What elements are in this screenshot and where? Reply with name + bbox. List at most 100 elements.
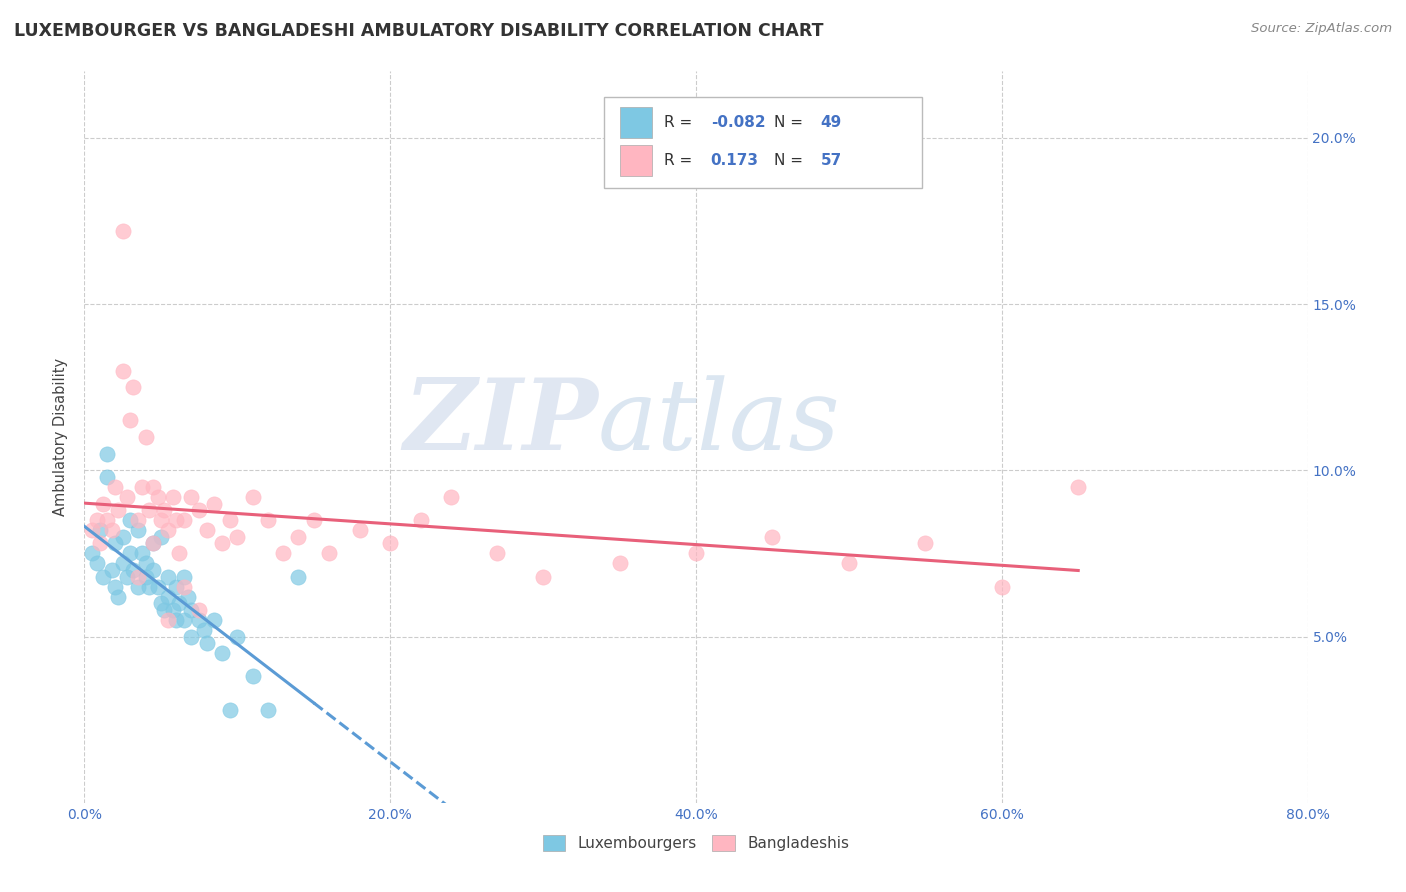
Point: [409, 513, 432, 527]
Point: [111, 363, 134, 377]
Point: [173, 580, 195, 594]
Point: [380, 536, 402, 550]
Point: [149, 530, 172, 544]
Point: [135, 430, 157, 444]
Point: [486, 546, 509, 560]
Point: [761, 530, 783, 544]
Point: [180, 603, 202, 617]
Point: [211, 536, 233, 550]
Point: [257, 703, 280, 717]
Text: -0.082: -0.082: [710, 115, 765, 130]
Point: [86, 557, 108, 571]
Point: [80, 523, 103, 537]
Point: [1067, 480, 1090, 494]
Point: [120, 513, 142, 527]
Point: [165, 513, 187, 527]
Text: 0.173: 0.173: [710, 153, 759, 168]
Point: [104, 580, 127, 594]
Point: [188, 503, 211, 517]
Point: [173, 570, 195, 584]
Point: [685, 546, 707, 560]
Point: [162, 490, 184, 504]
Point: [107, 590, 129, 604]
Point: [115, 490, 138, 504]
Point: [122, 380, 145, 394]
Point: [149, 513, 172, 527]
Point: [180, 490, 202, 504]
Point: [318, 546, 340, 560]
Text: atlas: atlas: [598, 375, 841, 470]
Point: [165, 580, 187, 594]
Point: [142, 536, 165, 550]
Point: [122, 563, 145, 577]
Point: [127, 523, 149, 537]
Text: LUXEMBOURGER VS BANGLADESHI AMBULATORY DISABILITY CORRELATION CHART: LUXEMBOURGER VS BANGLADESHI AMBULATORY D…: [14, 22, 824, 40]
Point: [142, 563, 165, 577]
Legend: Luxembourgers, Bangladeshis: Luxembourgers, Bangladeshis: [537, 830, 855, 857]
Point: [111, 224, 134, 238]
FancyBboxPatch shape: [620, 107, 652, 138]
Point: [226, 630, 249, 644]
Point: [104, 536, 127, 550]
Point: [80, 546, 103, 560]
Point: [153, 503, 176, 517]
Point: [115, 570, 138, 584]
Point: [120, 546, 142, 560]
Point: [157, 570, 180, 584]
Point: [157, 613, 180, 627]
Point: [180, 630, 202, 644]
Point: [101, 523, 124, 537]
Point: [226, 530, 249, 544]
FancyBboxPatch shape: [620, 145, 652, 176]
Point: [202, 613, 225, 627]
Point: [173, 513, 195, 527]
Point: [167, 596, 190, 610]
Point: [111, 557, 134, 571]
Point: [242, 490, 264, 504]
Text: N =: N =: [775, 153, 808, 168]
Point: [162, 603, 184, 617]
Point: [91, 497, 114, 511]
Text: 57: 57: [821, 153, 842, 168]
Point: [287, 530, 309, 544]
Point: [242, 669, 264, 683]
Point: [271, 546, 294, 560]
Point: [127, 513, 149, 527]
Point: [138, 580, 160, 594]
Point: [101, 563, 124, 577]
Point: [914, 536, 936, 550]
Point: [111, 530, 134, 544]
Point: [135, 557, 157, 571]
Point: [531, 570, 554, 584]
Point: [195, 636, 218, 650]
Text: R =: R =: [664, 115, 697, 130]
Point: [127, 570, 149, 584]
Point: [146, 490, 169, 504]
Point: [302, 513, 325, 527]
Point: [211, 646, 233, 660]
Point: [177, 590, 200, 604]
Text: R =: R =: [664, 153, 697, 168]
Point: [195, 523, 218, 537]
Point: [991, 580, 1014, 594]
Text: ZIP: ZIP: [404, 375, 598, 471]
Point: [193, 623, 215, 637]
Text: Source: ZipAtlas.com: Source: ZipAtlas.com: [1251, 22, 1392, 36]
Point: [202, 497, 225, 511]
Point: [104, 480, 127, 494]
Point: [86, 513, 108, 527]
Point: [173, 613, 195, 627]
Point: [149, 596, 172, 610]
Point: [120, 413, 142, 427]
Point: [287, 570, 309, 584]
Point: [89, 523, 111, 537]
Point: [609, 557, 631, 571]
Point: [153, 603, 176, 617]
Point: [167, 546, 190, 560]
Point: [218, 703, 240, 717]
Point: [218, 513, 240, 527]
Point: [89, 536, 111, 550]
Text: 49: 49: [821, 115, 842, 130]
Point: [188, 603, 211, 617]
FancyBboxPatch shape: [605, 97, 922, 188]
